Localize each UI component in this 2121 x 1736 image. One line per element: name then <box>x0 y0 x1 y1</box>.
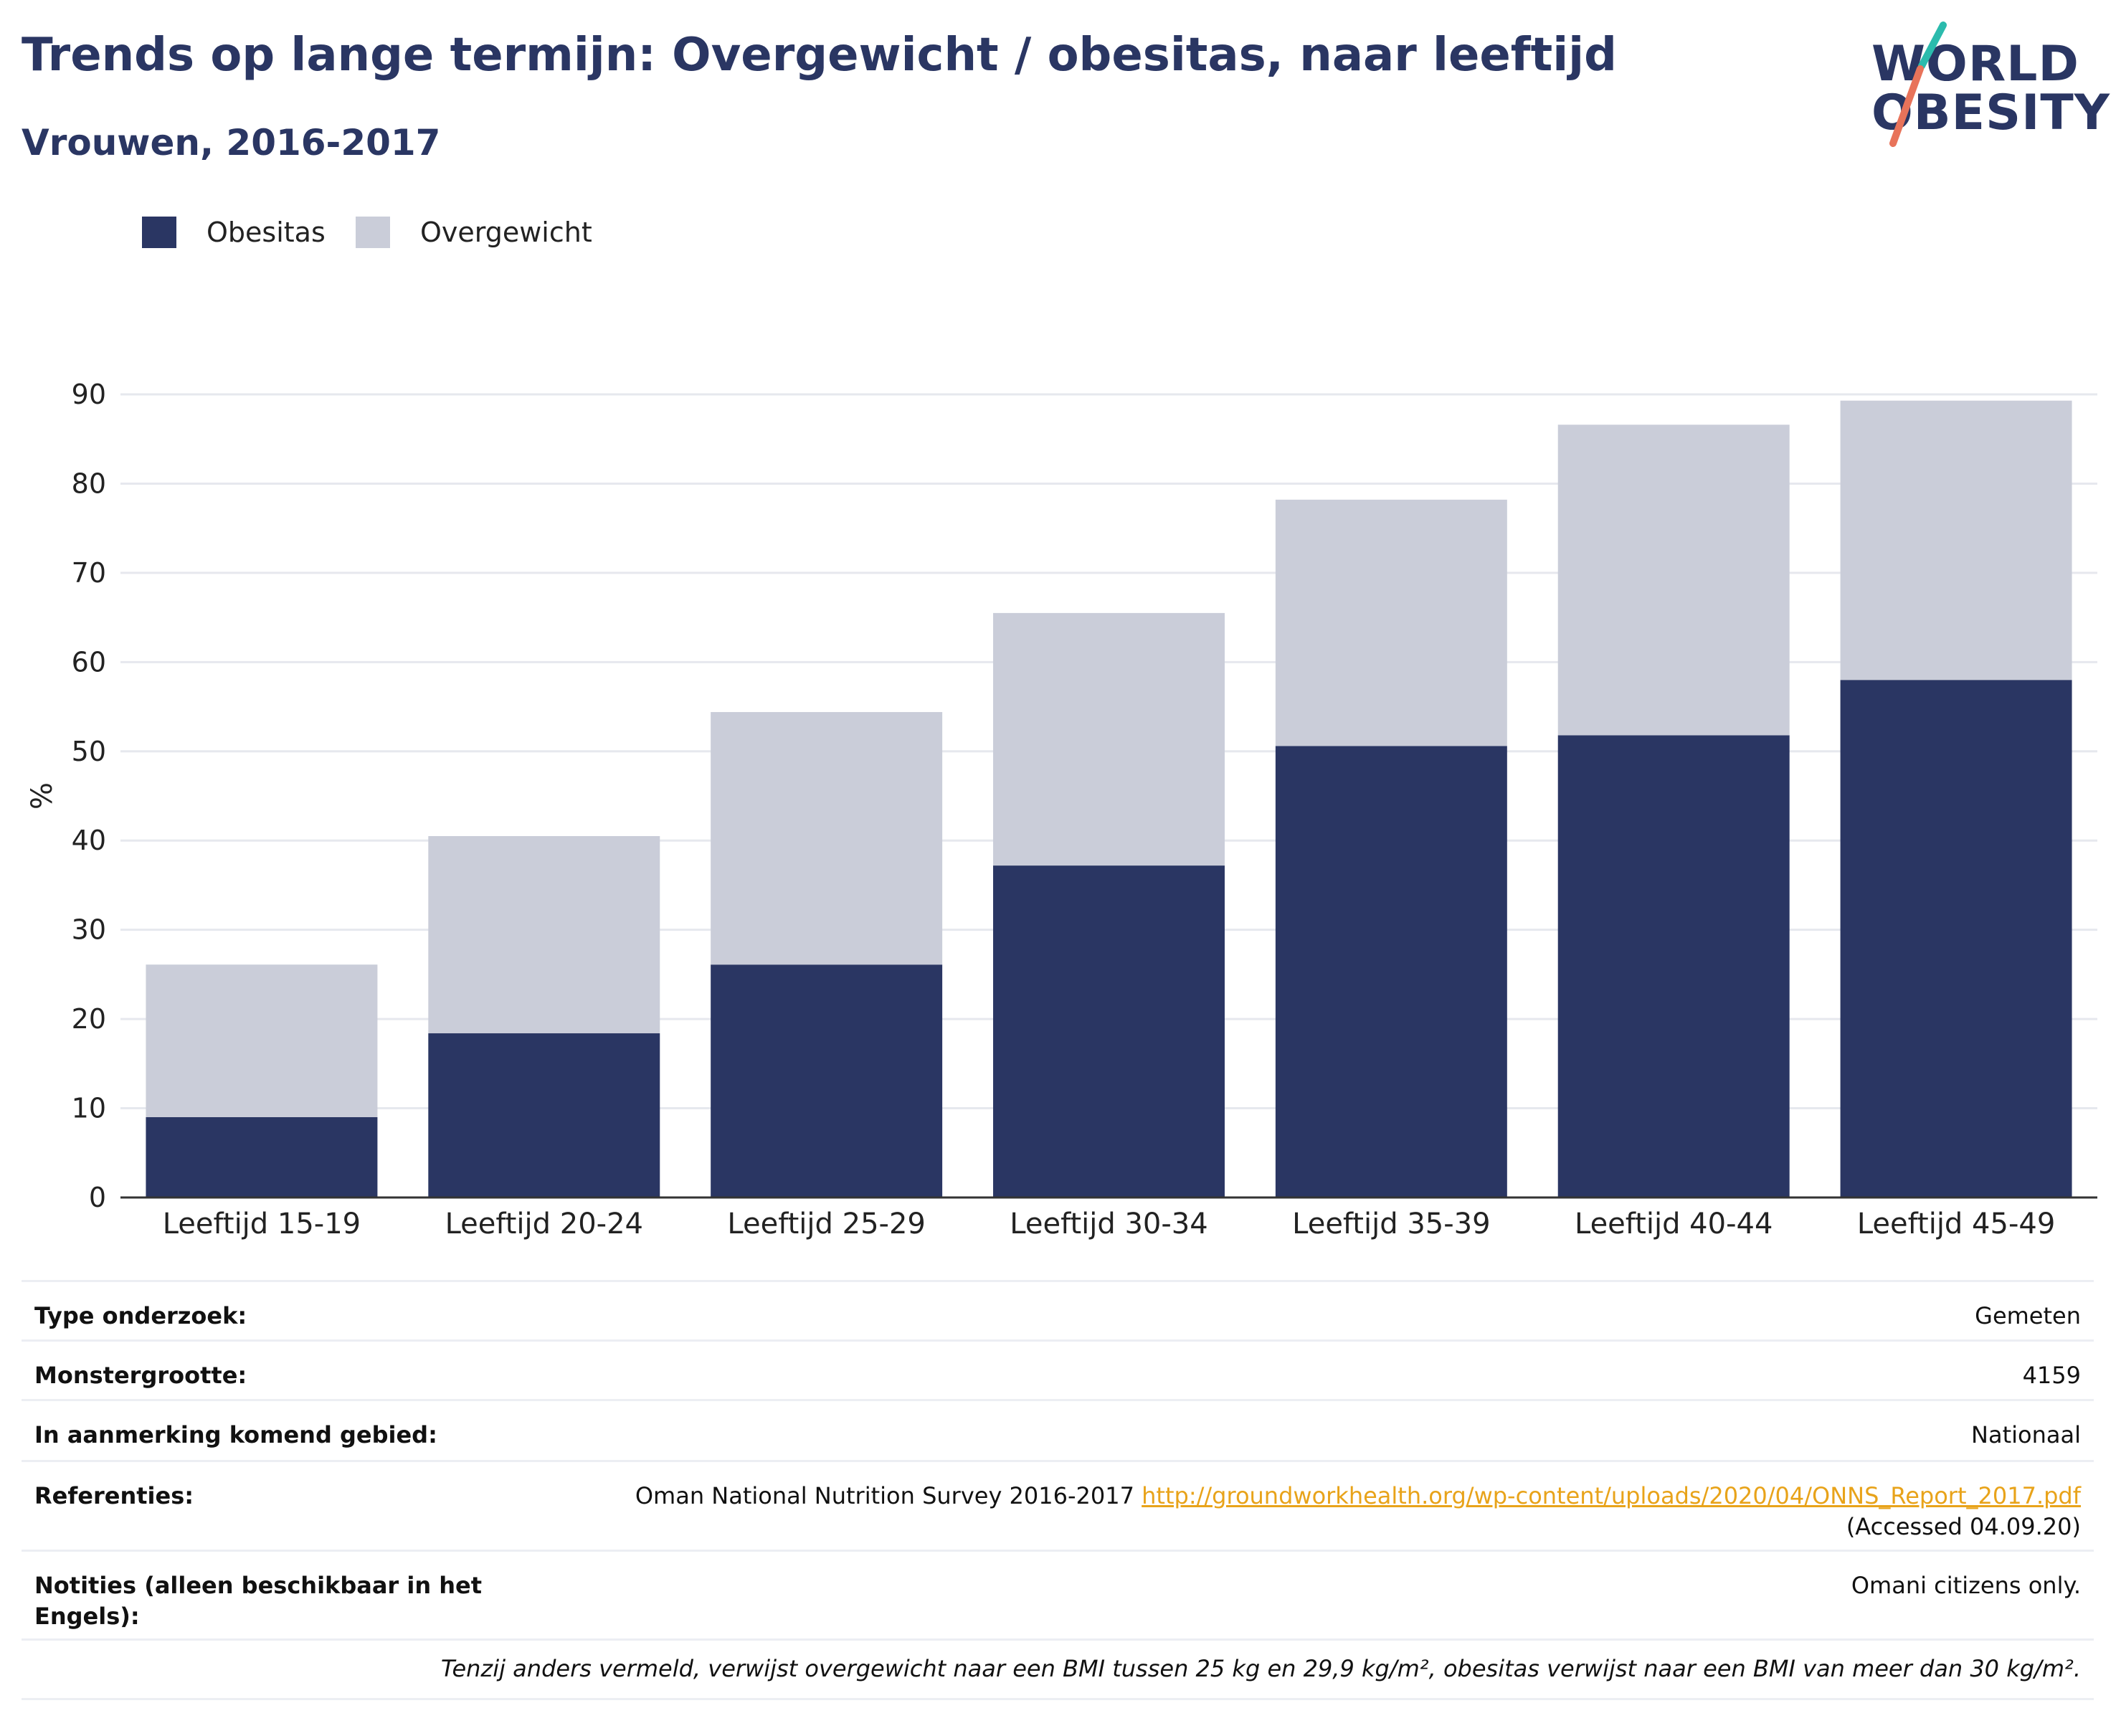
x-tick-label: Leeftijd 20-24 <box>445 1208 643 1241</box>
info-row-references: Referenties: Oman National Nutrition Sur… <box>22 1460 2094 1550</box>
y-tick-label: 20 <box>72 1003 106 1035</box>
logo-word-world: WORLD <box>1871 36 2079 93</box>
legend-label-obesitas: Obesitas <box>207 217 326 248</box>
chart-subtitle: Vrouwen, 2016-2017 <box>22 122 441 163</box>
bar-overgewicht <box>711 712 943 965</box>
bar-obesitas <box>711 964 943 1197</box>
bar-obesitas <box>1840 680 2072 1197</box>
info-key: Monstergrootte: <box>34 1362 247 1389</box>
bar-obesitas <box>1275 746 1507 1197</box>
info-row-sample-size: Monstergrootte: 4159 <box>22 1339 2094 1399</box>
bar-obesitas <box>146 1117 378 1197</box>
bar-overgewicht <box>1840 400 2072 680</box>
y-tick-label: 60 <box>72 646 106 678</box>
chart-title: Trends op lange termijn: Overgewicht / o… <box>22 29 1617 82</box>
bar-overgewicht <box>1275 499 1507 746</box>
info-key: In aanmerking komend gebied: <box>34 1421 437 1448</box>
info-value: Omani citizens only. <box>1851 1572 2081 1599</box>
x-tick-label: Leeftijd 30-34 <box>1010 1208 1207 1241</box>
y-tick-label: 40 <box>72 825 106 856</box>
bar-overgewicht <box>146 964 378 1117</box>
logo-slash-icon <box>1889 22 1947 147</box>
world-obesity-logo: WORLD OBESITY <box>1871 22 2110 151</box>
x-tick-label: Leeftijd 45-49 <box>1857 1208 2055 1241</box>
bar-obesitas <box>428 1033 660 1197</box>
y-tick-label: 80 <box>72 468 106 499</box>
x-tick-label: Leeftijd 40-44 <box>1575 1208 1773 1241</box>
info-table: Type onderzoek: Gemeten Monstergrootte: … <box>22 1280 2094 1641</box>
y-tick-label: 10 <box>72 1093 106 1124</box>
y-tick-label: 50 <box>72 736 106 767</box>
stacked-bar-chart: 0 10 20 30 40 50 60 70 80 90% Leeftijd 15-19 Leefti… <box>26 379 2097 1241</box>
y-tick-label: 90 <box>72 379 106 410</box>
info-value: 4159 <box>2022 1362 2081 1389</box>
x-tick-label: Leeftijd 25-29 <box>727 1208 925 1241</box>
footnote-text: Tenzij anders vermeld, verwijst overgewi… <box>440 1655 2081 1682</box>
footnote: Tenzij anders vermeld, verwijst overgewi… <box>22 1638 2094 1700</box>
info-value: Nationaal <box>1971 1421 2081 1448</box>
info-key: Referenties: <box>34 1482 194 1509</box>
legend-label-overgewicht: Overgewicht <box>420 217 592 248</box>
x-tick-label: Leeftijd 15-19 <box>163 1208 361 1241</box>
y-tick-label: 30 <box>72 914 106 946</box>
x-tick-label: Leeftijd 35-39 <box>1292 1208 1490 1241</box>
reference-accessed: (Accessed 04.09.20) <box>1846 1513 2081 1541</box>
bar-obesitas <box>1557 735 1790 1197</box>
bar-obesitas <box>993 865 1225 1197</box>
legend-swatch-obesitas <box>142 217 176 248</box>
info-row-type: Type onderzoek: Gemeten <box>22 1280 2094 1339</box>
reference-text: Oman National Nutrition Survey 2016-2017 <box>635 1482 1142 1509</box>
legend-swatch-overgewicht <box>356 217 390 248</box>
bar-overgewicht <box>993 612 1225 866</box>
info-row-notes: Notities (alleen beschikbaar in het Enge… <box>22 1550 2094 1641</box>
y-tick-label: 0 <box>89 1182 106 1213</box>
bar-overgewicht <box>1557 424 1790 736</box>
info-key: Notities (alleen beschikbaar in het Enge… <box>34 1572 483 1631</box>
info-value: Gemeten <box>1975 1302 2081 1329</box>
y-axis-label: % <box>26 782 59 810</box>
info-row-area: In aanmerking komend gebied: Nationaal <box>22 1399 2094 1460</box>
reference-link[interactable]: http://groundworkhealth.org/wp-content/u… <box>1142 1482 2081 1509</box>
bar-overgewicht <box>428 836 660 1034</box>
info-key: Type onderzoek: <box>34 1302 247 1329</box>
y-tick-label: 70 <box>72 557 106 589</box>
info-value: Oman National Nutrition Survey 2016-2017… <box>635 1481 2081 1542</box>
